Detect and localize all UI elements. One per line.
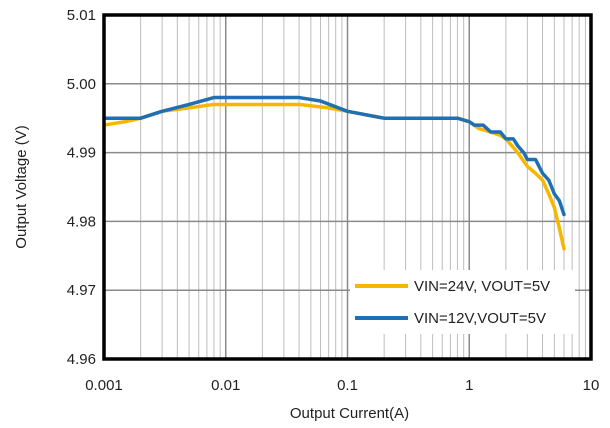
y-tick-label: 4.99 [67, 145, 96, 162]
y-tick-labels: 4.96 4.97 4.98 4.99 5.00 5.01 [67, 7, 96, 368]
x-tick-label: 0.1 [337, 377, 358, 394]
x-axis-title: Output Current(A) [290, 405, 409, 422]
legend-label-vin24: VIN=24V, VOUT=5V [414, 278, 550, 295]
y-axis-title: Output Voltage (V) [13, 125, 30, 248]
y-tick-label: 4.97 [67, 282, 96, 299]
y-tick-label: 5.00 [67, 76, 96, 93]
x-tick-label: 1 [465, 377, 473, 394]
series-lines [102, 95, 566, 251]
legend-label-vin12: VIN=12V,VOUT=5V [414, 310, 546, 327]
x-tick-label: 10 [583, 377, 600, 394]
x-tick-label: 0.001 [85, 377, 123, 394]
series-line-1 [102, 95, 566, 217]
y-tick-label: 4.98 [67, 213, 96, 230]
y-tick-label: 4.96 [67, 351, 96, 368]
plot-frame [102, 13, 593, 361]
legend: VIN=24V, VOUT=5V VIN=12V,VOUT=5V [350, 270, 575, 334]
x-tick-label: 0.01 [211, 377, 240, 394]
x-tick-labels: 0.001 0.01 0.1 1 10 [85, 377, 599, 394]
y-tick-label: 5.01 [67, 7, 96, 24]
legend-box [350, 270, 575, 334]
